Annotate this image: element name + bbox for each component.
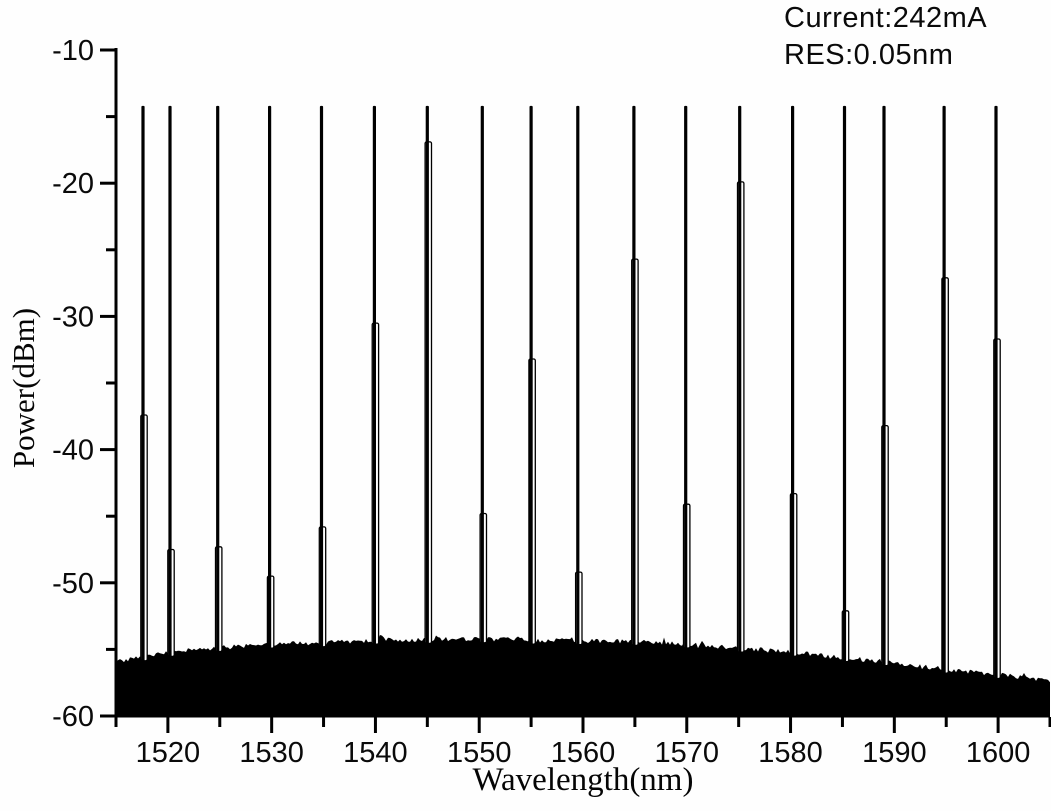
peak-line <box>529 105 533 645</box>
annotation-current: Current:242mA <box>784 2 988 34</box>
peak-line <box>480 105 484 644</box>
y-tick-label: -60 <box>52 701 94 733</box>
annotation-block: Current:242mA RES:0.05nm <box>784 0 987 74</box>
peak-line <box>942 105 946 675</box>
x-tick-label: 1590 <box>862 737 927 769</box>
peak-line <box>842 105 847 663</box>
x-tick-label: 1600 <box>966 737 1031 769</box>
peak-line <box>684 105 688 649</box>
x-tick-label: 1540 <box>343 737 408 769</box>
peak-line <box>141 105 145 662</box>
peak-line <box>738 105 742 654</box>
y-tick-label: -20 <box>52 168 94 200</box>
peak-line <box>168 105 172 658</box>
peak-line <box>632 105 636 647</box>
peak-line <box>268 105 272 650</box>
peak-line <box>425 105 429 645</box>
x-axis-title: Wavelength(nm) <box>472 762 694 798</box>
x-tick-label: 1580 <box>758 737 823 769</box>
y-axis-title: Power(dBm) <box>6 307 41 469</box>
x-tick-label: 1550 <box>447 737 512 769</box>
x-tick-label: 1560 <box>551 737 616 769</box>
peak-line <box>319 105 324 648</box>
peak-line <box>576 105 580 646</box>
peak-line <box>372 105 376 646</box>
peak-line <box>791 105 795 658</box>
peak-line <box>994 105 998 680</box>
y-tick-label: -40 <box>52 435 94 467</box>
y-tick-label: -50 <box>52 568 94 600</box>
noise-floor-trace <box>116 635 1050 716</box>
peak-line <box>216 105 220 653</box>
x-tick-label: 1520 <box>136 737 201 769</box>
x-tick-label: 1570 <box>655 737 720 769</box>
axes <box>114 48 1050 718</box>
peak-line <box>882 105 886 667</box>
annotation-resolution: RES:0.05nm <box>784 39 954 71</box>
x-tick-label: 1530 <box>239 737 304 769</box>
y-tick-label: -30 <box>52 301 94 333</box>
y-tick-label: -10 <box>52 35 94 67</box>
